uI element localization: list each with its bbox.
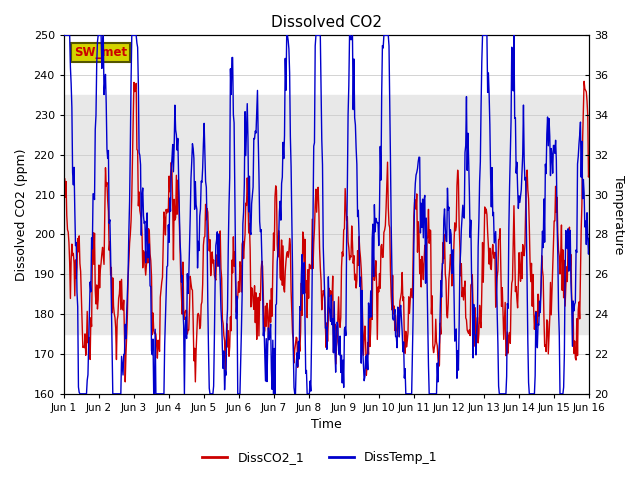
Y-axis label: Dissolved CO2 (ppm): Dissolved CO2 (ppm) [15, 148, 28, 281]
Bar [64, 95, 589, 334]
X-axis label: Time: Time [311, 419, 342, 432]
Legend: DissCO2_1, DissTemp_1: DissCO2_1, DissTemp_1 [197, 446, 443, 469]
Text: SW_met: SW_met [74, 46, 127, 59]
Y-axis label: Temperature: Temperature [612, 175, 625, 254]
Title: Dissolved CO2: Dissolved CO2 [271, 15, 382, 30]
